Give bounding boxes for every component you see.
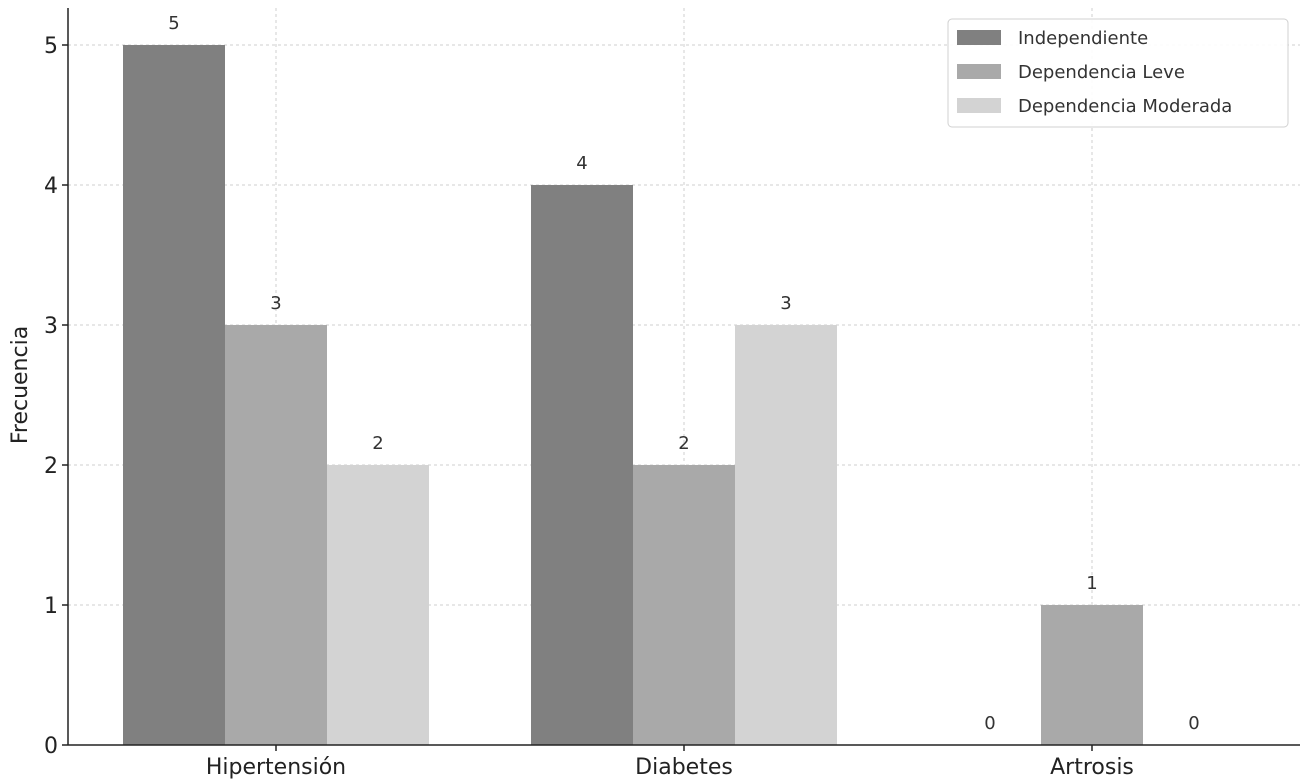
y-tick-label: 2 xyxy=(44,454,58,479)
bar-value-label: 2 xyxy=(372,433,383,454)
y-tick-label: 1 xyxy=(44,594,58,619)
bar-value-label: 4 xyxy=(576,153,587,174)
legend-box xyxy=(947,18,1289,128)
y-axis-title: Frecuencia xyxy=(8,326,33,444)
data-labels: 5 4 0 3 2 1 2 3 0 xyxy=(168,13,1199,734)
bar xyxy=(1041,605,1143,745)
bars xyxy=(123,45,1143,745)
bar-value-label: 3 xyxy=(270,293,281,314)
x-tick-label: Artrosis xyxy=(1050,755,1134,780)
legend-label: Dependencia Leve xyxy=(1018,62,1185,83)
bar-value-label: 1 xyxy=(1086,573,1097,594)
legend-swatch xyxy=(957,30,1001,45)
legend-label: Independiente xyxy=(1018,28,1148,49)
bar-value-label: 0 xyxy=(1188,713,1199,734)
y-tick-label: 5 xyxy=(44,34,58,59)
bar xyxy=(735,325,837,745)
legend: Independiente Dependencia Leve Dependencia… xyxy=(947,18,1289,128)
bar-value-label: 3 xyxy=(780,293,791,314)
legend-label: Dependencia Moderada xyxy=(1018,96,1232,117)
bar-value-label: 2 xyxy=(678,433,689,454)
y-tick-label: 4 xyxy=(44,174,58,199)
bar-value-label: 0 xyxy=(984,713,995,734)
bar xyxy=(531,185,633,745)
legend-swatch xyxy=(957,98,1001,113)
bar xyxy=(327,465,429,745)
axes: 0 1 2 3 4 5 Hipertensión Diabetes Artrosis xyxy=(44,8,1300,780)
bar xyxy=(633,465,735,745)
legend-swatch xyxy=(957,64,1001,79)
y-tick-label: 0 xyxy=(44,734,58,759)
x-tick-label: Diabetes xyxy=(635,755,733,780)
x-tick-label: Hipertensión xyxy=(206,755,346,780)
bar xyxy=(225,325,327,745)
bar-value-label: 5 xyxy=(168,13,179,34)
bar xyxy=(123,45,225,745)
y-tick-label: 3 xyxy=(44,314,58,339)
